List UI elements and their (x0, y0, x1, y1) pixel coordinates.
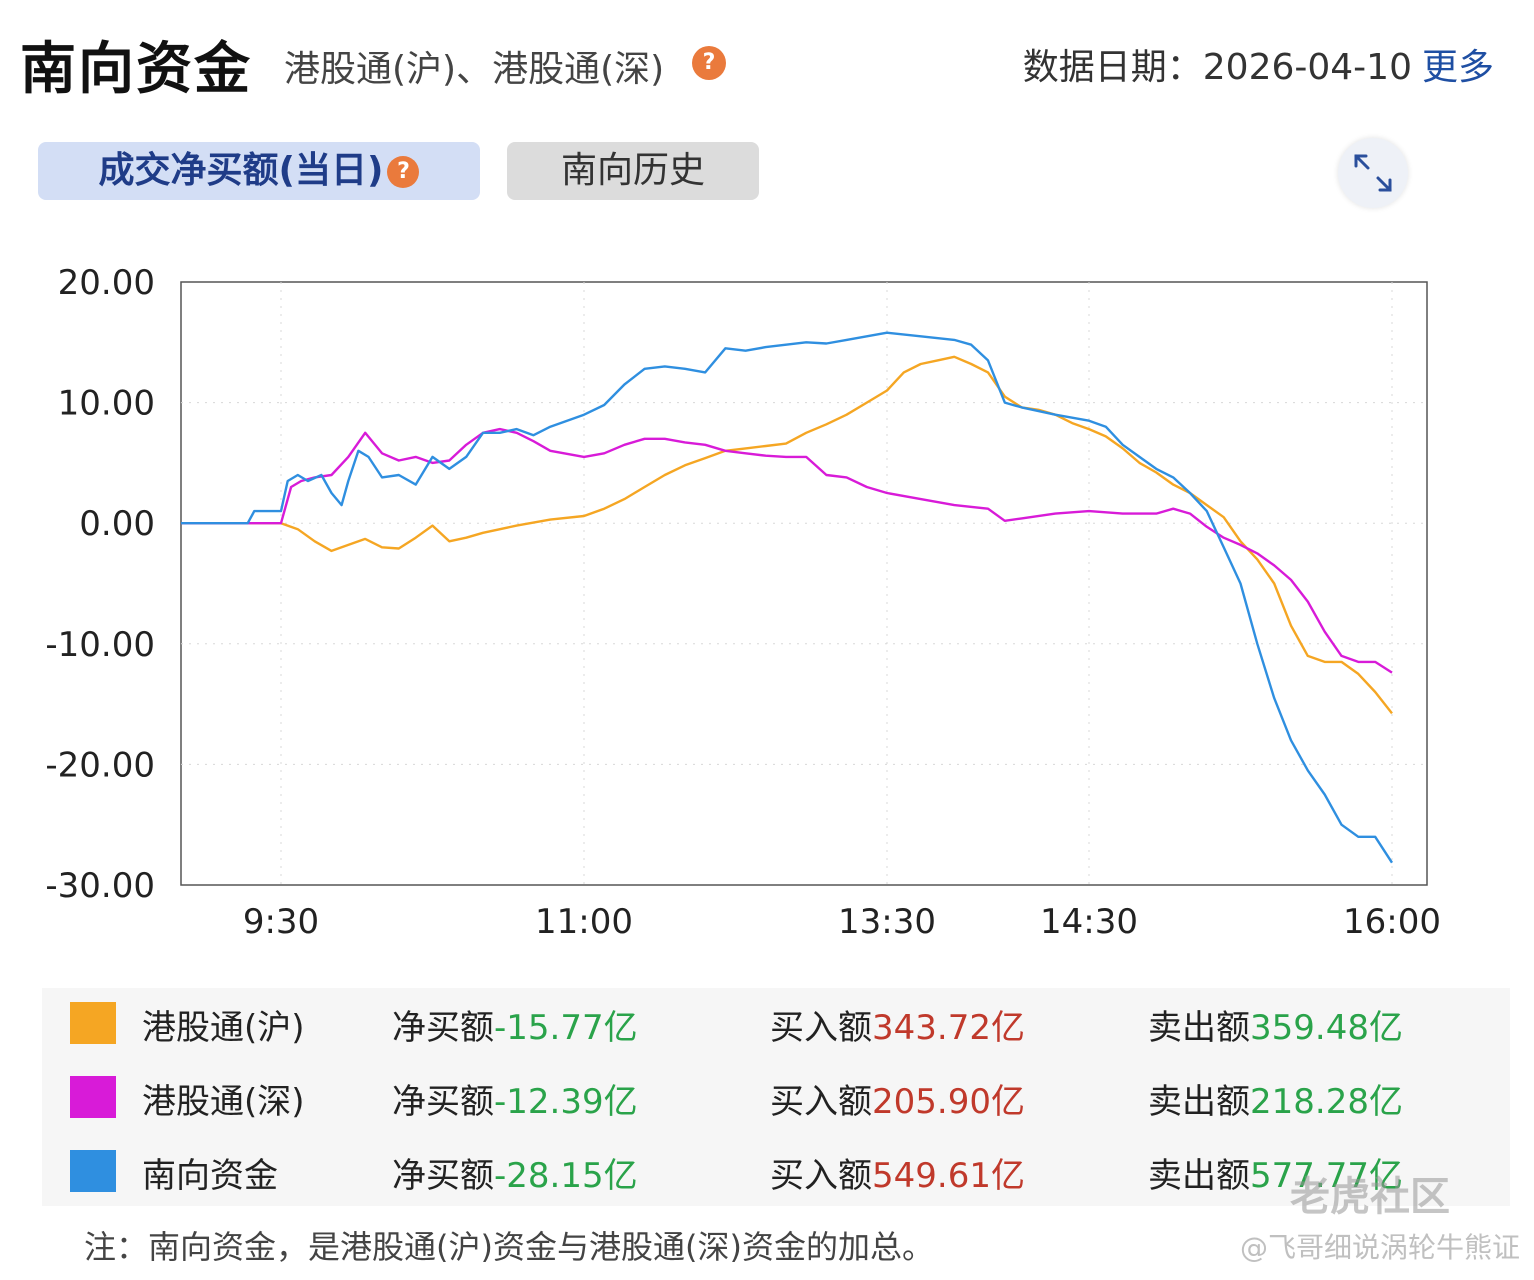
tab-net-buy-label: 成交净买额(当日) (98, 150, 384, 191)
x-tick-label: 14:30 (1040, 902, 1138, 942)
y-tick-label: 10.00 (58, 384, 155, 424)
legend-swatch (70, 1076, 116, 1118)
sell-value: 359.48亿 (1250, 1008, 1403, 1048)
sell-value: 218.28亿 (1250, 1082, 1403, 1122)
net-label: 净买额 (392, 1082, 494, 1122)
watermark-author: @飞哥细说涡轮牛熊证 (1240, 1231, 1521, 1264)
y-tick-label: 20.00 (58, 263, 155, 303)
net-label: 净买额 (392, 1008, 494, 1048)
expand-arrows-icon (1354, 154, 1392, 192)
net-value: -12.39亿 (494, 1082, 638, 1122)
buy-value: 343.72亿 (872, 1008, 1025, 1048)
buy-label: 买入额 (770, 1082, 872, 1122)
y-tick-label: 0.00 (79, 504, 155, 544)
y-tick-label: -10.00 (45, 625, 155, 665)
legend-row: 港股通(深) 净买额-12.39亿 买入额205.90亿 卖出额218.28亿 (42, 1062, 1510, 1134)
more-link[interactable]: 更多 (1421, 47, 1494, 88)
series-line-港股通(沪) (181, 355, 1393, 715)
legend-swatch (70, 1002, 116, 1044)
data-date: 数据日期：2026-04-10 更多 (1023, 38, 1494, 90)
net-value: -28.15亿 (494, 1156, 638, 1196)
legend-row: 南向资金 净买额-28.15亿 买入额549.61亿 卖出额577.77亿 (42, 1136, 1510, 1208)
y-tick-label: -20.00 (45, 745, 155, 785)
legend-name: 港股通(沪) (142, 1008, 305, 1048)
buy-value: 549.61亿 (872, 1156, 1025, 1196)
series-line-港股通(深) (181, 427, 1393, 674)
expand-button[interactable] (1338, 138, 1408, 208)
legend-name: 港股通(深) (142, 1082, 305, 1122)
net-label: 净买额 (392, 1156, 494, 1196)
legend-row: 港股通(沪) 净买额-15.77亿 买入额343.72亿 卖出额359.48亿 (42, 988, 1510, 1060)
legend-name: 南向资金 (142, 1156, 278, 1196)
plot-frame (180, 281, 1428, 886)
buy-value: 205.90亿 (872, 1082, 1025, 1122)
sell-value: 577.77亿 (1250, 1156, 1403, 1196)
net-buy-chart: 20.00 10.00 0.00 -10.00 -20.00 -30.00 9:30 11:0… (45, 263, 1441, 942)
sell-label: 卖出额 (1148, 1008, 1250, 1048)
sell-label: 卖出额 (1148, 1082, 1250, 1122)
y-tick-label: -30.00 (45, 866, 155, 906)
legend-summary: 港股通(沪) 净买额-15.77亿 买入额343.72亿 卖出额359.48亿 … (42, 988, 1510, 1206)
tab-southbound-history[interactable]: 南向历史 (507, 142, 759, 200)
buy-label: 买入额 (770, 1008, 872, 1048)
net-value: -15.77亿 (494, 1008, 638, 1048)
tab-net-buy[interactable]: 成交净买额(当日)? (38, 142, 480, 200)
footnote: 注：南向资金，是港股通(沪)资金与港股通(深)资金的加总。 (84, 1228, 934, 1266)
page-subtitle: 港股通(沪)、港股通(深) (284, 49, 665, 90)
legend-swatch (70, 1150, 116, 1192)
date-label: 数据日期： (1022, 47, 1203, 88)
watermark-brand: 老虎社区 (1290, 1174, 1450, 1220)
x-tick-label: 9:30 (243, 902, 319, 942)
buy-label: 买入额 (770, 1156, 872, 1196)
x-tick-label: 13:30 (838, 902, 936, 942)
x-tick-label: 16:00 (1343, 902, 1441, 942)
page-title: 南向资金 (20, 37, 252, 102)
sell-label: 卖出额 (1148, 1156, 1250, 1196)
help-icon[interactable]: ? (692, 46, 726, 80)
date-value: 2026-04-10 (1202, 47, 1412, 88)
help-icon[interactable]: ? (387, 156, 420, 188)
series-line-南向资金 (181, 331, 1394, 864)
x-tick-label: 11:00 (535, 902, 633, 942)
